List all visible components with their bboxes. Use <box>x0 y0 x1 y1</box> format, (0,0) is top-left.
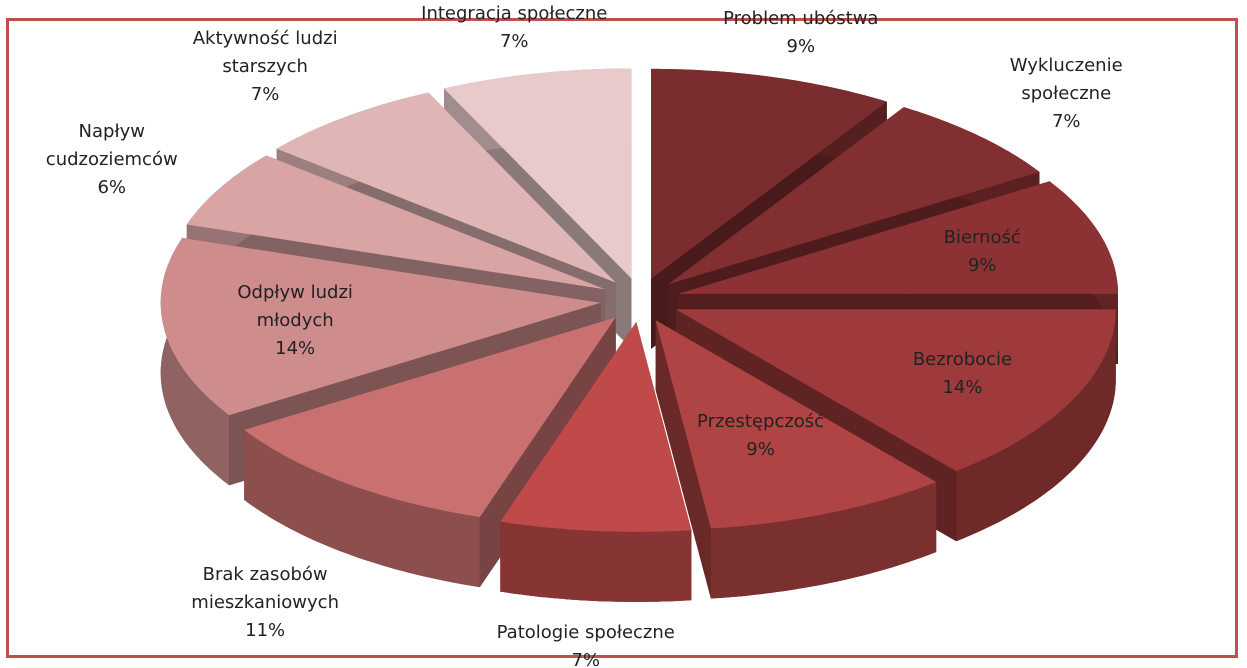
data-label: Przestępczość 9% <box>666 408 856 464</box>
slice-top <box>651 68 887 279</box>
slice-value: 14% <box>275 338 316 360</box>
slice-value: 14% <box>942 376 983 398</box>
slice-name: Wykluczenie społeczne <box>1009 55 1123 105</box>
slice-top <box>276 92 616 283</box>
slice-side <box>655 320 711 599</box>
data-label: Integracja społeczne 7% <box>419 0 609 56</box>
data-label: Patologie społeczne 7% <box>491 619 681 668</box>
slice-top <box>244 317 616 518</box>
slice-top <box>655 320 937 529</box>
slice-top <box>186 155 606 290</box>
data-label: Wykluczenie społeczne 7% <box>971 52 1161 136</box>
slice-name: Patologie społeczne <box>496 621 675 643</box>
data-label: Brak zasobów mieszkaniowych 11% <box>170 561 360 645</box>
slice-name: Brak zasobów mieszkaniowych <box>191 564 339 614</box>
slice-wall <box>244 429 480 588</box>
slice-name: Bezrobocie <box>912 348 1013 370</box>
slice-value: 11% <box>245 620 286 642</box>
slice-top <box>668 107 1040 285</box>
slice-value: 6% <box>97 176 127 198</box>
slice-top <box>675 309 1116 472</box>
slice-value: 7% <box>1051 111 1081 133</box>
data-label: Odpływ ludzi młodych 14% <box>200 279 390 363</box>
chart-frame <box>6 18 1238 658</box>
data-label: Bezrobocie 14% <box>867 346 1057 402</box>
slice-name: Problem ubóstwa <box>723 7 879 29</box>
slice-top <box>678 181 1118 294</box>
slice-name: Odpływ ludzi młodych <box>237 282 353 332</box>
slice-name: Bierność <box>943 226 1021 248</box>
slice-wall <box>710 482 937 599</box>
slice-value: 9% <box>967 254 997 276</box>
slice-value: 9% <box>786 35 816 57</box>
slice-value: 9% <box>746 438 775 460</box>
data-label: Problem ubóstwa 9% <box>706 5 896 61</box>
slice-name: Napływ cudzoziemców <box>45 120 178 170</box>
data-label: Bierność 9% <box>887 224 1077 280</box>
data-label: Napływ cudzoziemców 6% <box>17 118 207 202</box>
slice-wall <box>956 309 1116 542</box>
slice-value: 7% <box>571 649 601 668</box>
data-label: Aktywność ludzi starszych 7% <box>170 25 360 109</box>
slice-wall <box>500 521 692 602</box>
slice-name: Integracja społeczne <box>421 3 608 25</box>
slice-name: Aktywność ludzi starszych <box>192 27 338 77</box>
slice-name: Przestępczość <box>697 410 825 432</box>
slice-top <box>160 237 601 416</box>
slice-value: 7% <box>499 31 529 53</box>
slice-value: 7% <box>250 83 280 105</box>
slice-top <box>444 68 632 279</box>
slice-top <box>500 321 692 532</box>
